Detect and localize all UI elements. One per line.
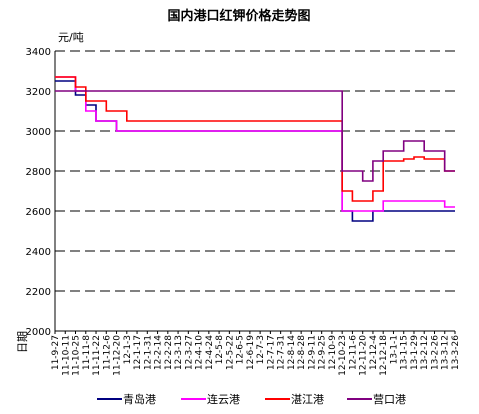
x-tick-label: 13-2-12 bbox=[420, 335, 430, 370]
x-tick-label: 12-10-23 bbox=[338, 335, 348, 376]
x-tick-label: 12-10-9 bbox=[328, 335, 338, 370]
x-tick-label: 12-6-5 bbox=[236, 335, 246, 364]
x-axis-ticks: 11-9-27 11-10-11 11-10-25 11-11-8 11-11-22 11… bbox=[51, 331, 461, 376]
x-tick-label: 12-8-14 bbox=[287, 335, 297, 370]
legend: 青岛港 连云港 湛江港 营口港 bbox=[97, 392, 406, 406]
y-tick-label: 2400 bbox=[26, 247, 51, 258]
x-tick-label: 12-1-31 bbox=[143, 335, 153, 370]
x-tick-label: 12-7-17 bbox=[266, 335, 276, 370]
series-layer bbox=[55, 76, 455, 222]
x-tick-label: 13-2-26 bbox=[431, 335, 441, 370]
x-tick-label: 11-12-6 bbox=[102, 335, 112, 370]
y-tick-label: 3200 bbox=[26, 87, 51, 98]
x-tick-label: 13-1-1 bbox=[390, 335, 400, 364]
axes bbox=[54, 51, 455, 332]
legend-label: 湛江港 bbox=[291, 393, 324, 406]
x-tick-label: 12-12-18 bbox=[379, 335, 389, 376]
x-tick-label: 12-11-6 bbox=[348, 335, 358, 370]
series-line bbox=[55, 76, 455, 202]
x-tick-label: 13-3-12 bbox=[441, 335, 451, 370]
x-tick-label: 13-1-15 bbox=[400, 335, 410, 370]
legend-label: 营口港 bbox=[373, 392, 406, 406]
series-line bbox=[55, 90, 455, 182]
y-axis-unit: 元/吨 bbox=[58, 31, 84, 44]
legend-label: 青岛港 bbox=[123, 392, 156, 406]
x-tick-label: 11-10-25 bbox=[72, 335, 82, 376]
x-tick-label: 12-5-8 bbox=[215, 335, 225, 365]
x-tick-label: 12-4-10 bbox=[195, 335, 205, 370]
y-tick-label: 2600 bbox=[26, 207, 51, 218]
y-tick-label: 3400 bbox=[26, 47, 51, 58]
x-tick-label: 12-1-3 bbox=[123, 335, 133, 364]
series-line bbox=[55, 76, 455, 212]
x-tick-label: 12-2-28 bbox=[164, 335, 174, 370]
x-tick-label: 12-5-22 bbox=[225, 335, 235, 370]
y-tick-label: 3000 bbox=[26, 127, 51, 138]
x-tick-label: 12-12-4 bbox=[369, 335, 379, 370]
chart-title: 国内港口红钾价格走势图 bbox=[167, 8, 310, 24]
x-tick-label: 12-7-3 bbox=[256, 335, 266, 364]
x-tick-label: 12-9-25 bbox=[318, 335, 328, 370]
x-tick-label: 11-9-27 bbox=[51, 335, 61, 370]
x-tick-label: 11-12-20 bbox=[113, 335, 123, 376]
x-tick-label: 12-9-11 bbox=[307, 335, 317, 370]
x-tick-label: 12-8-28 bbox=[297, 335, 307, 370]
x-tick-label: 12-4-24 bbox=[205, 335, 215, 370]
y-axis-ticks: 2000 2200 2400 2600 2800 3000 3200 3400 bbox=[26, 47, 51, 338]
x-tick-label: 11-10-11 bbox=[61, 335, 71, 376]
x-tick-label: 12-2-14 bbox=[154, 335, 164, 370]
legend-label: 连云港 bbox=[207, 393, 240, 406]
y-tick-label: 2000 bbox=[26, 327, 51, 338]
x-tick-label: 13-1-29 bbox=[410, 335, 420, 370]
x-tick-label: 12-7-31 bbox=[277, 335, 287, 370]
x-tick-label: 13-3-26 bbox=[451, 335, 461, 370]
grid-lines bbox=[55, 50, 455, 292]
x-tick-label: 12-3-27 bbox=[184, 335, 194, 370]
x-tick-label: 11-11-22 bbox=[92, 335, 102, 376]
x-tick-label: 12-11-20 bbox=[359, 335, 369, 376]
x-tick-label: 12-6-19 bbox=[246, 335, 256, 370]
x-tick-label: 12-1-17 bbox=[133, 335, 143, 370]
x-tick-label: 11-11-8 bbox=[82, 335, 92, 370]
y-tick-label: 2800 bbox=[26, 167, 51, 178]
y-tick-label: 2200 bbox=[26, 287, 51, 298]
x-tick-label: 12-3-13 bbox=[174, 335, 184, 370]
x-axis-label: 日期 bbox=[16, 331, 29, 353]
